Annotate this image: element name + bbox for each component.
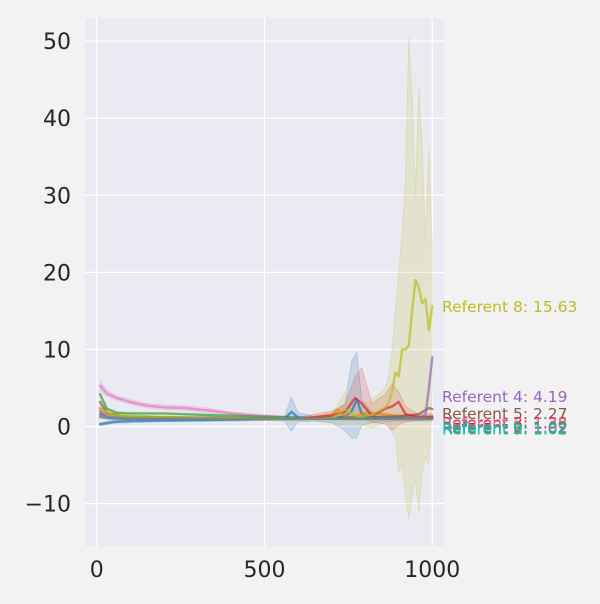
x-tick-label: 500 — [244, 558, 286, 583]
annotation-label: Referent 3: 1.38 — [442, 414, 568, 432]
annotation-label: Referent 6: 1.38 — [442, 415, 568, 433]
annotation-label: Referent 9: 1.02 — [442, 421, 568, 439]
annotation-label: Referent 1: 1.02 — [442, 420, 568, 438]
annotation-label: Referent 9: 1.02 — [442, 419, 568, 437]
series-9-line — [98, 416, 434, 420]
x-tick-label: 1000 — [404, 558, 460, 583]
series-lines — [98, 278, 434, 426]
y-tick-label: 10 — [43, 338, 71, 363]
y-tick-label: 40 — [43, 107, 71, 132]
y-axis-ticks: −10 0 10 20 30 40 50 — [25, 30, 71, 517]
y-tick-label: 20 — [43, 261, 71, 286]
x-axis-ticks: 0 500 1000 — [90, 558, 461, 583]
y-tick-label: −10 — [25, 493, 71, 518]
annotation-label: Referent 8: 15.63 — [442, 298, 577, 316]
series-0-confidence-band — [99, 379, 433, 421]
grid-lines — [85, 18, 444, 546]
x-tick-label: 0 — [90, 558, 104, 583]
annotation-label: Referent 5: 2.27 — [442, 405, 568, 423]
annotation-label: Referent 0: 1.02 — [442, 419, 568, 437]
y-tick-label: 0 — [57, 416, 71, 441]
annotation-label: Referent 2: 1.02 — [442, 420, 568, 438]
y-tick-label: 30 — [43, 184, 71, 209]
series-7-confidence-band — [99, 37, 433, 520]
y-tick-label: 50 — [43, 30, 71, 55]
annotation-label: Referent 4: 4.19 — [442, 388, 568, 406]
